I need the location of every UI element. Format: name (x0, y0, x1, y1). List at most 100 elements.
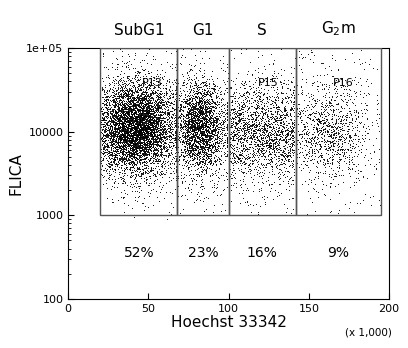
Point (299, 150, 306, 155)
Point (145, 101, 151, 106)
Point (101, 135, 108, 141)
Point (247, 83, 253, 88)
Point (290, 129, 297, 135)
Point (116, 126, 122, 132)
Point (136, 112, 143, 118)
Point (223, 132, 230, 137)
Point (235, 154, 241, 160)
Point (197, 144, 203, 150)
Point (213, 161, 220, 166)
Point (182, 122, 188, 127)
Point (126, 121, 133, 126)
Point (193, 142, 200, 148)
Point (172, 106, 178, 111)
Point (206, 125, 213, 131)
Point (208, 108, 215, 113)
Point (289, 129, 296, 135)
Point (326, 133, 332, 139)
Point (127, 183, 133, 188)
Point (147, 108, 154, 114)
Point (105, 127, 112, 133)
Point (201, 98, 208, 104)
Point (172, 137, 179, 143)
Point (182, 100, 188, 105)
Point (122, 114, 128, 120)
Point (189, 136, 195, 142)
Point (122, 137, 129, 142)
Point (145, 91, 151, 96)
Point (338, 156, 344, 162)
Point (126, 166, 133, 172)
Point (173, 149, 179, 155)
Point (137, 137, 143, 143)
Point (277, 120, 284, 126)
Point (215, 105, 222, 110)
Point (317, 158, 323, 163)
Point (219, 145, 225, 151)
Point (314, 117, 320, 122)
Point (220, 121, 226, 127)
Point (271, 171, 277, 176)
Point (138, 124, 145, 130)
Point (199, 109, 206, 115)
Point (119, 128, 125, 134)
Point (201, 185, 208, 190)
Point (115, 103, 122, 109)
Point (293, 160, 299, 165)
Point (202, 131, 208, 136)
Point (133, 116, 139, 122)
Point (174, 136, 181, 142)
Point (117, 140, 123, 146)
Point (206, 125, 213, 130)
Point (277, 181, 284, 187)
Point (174, 125, 181, 130)
Point (134, 118, 140, 124)
Point (129, 139, 135, 144)
Point (195, 165, 202, 170)
Point (257, 140, 264, 145)
Point (117, 138, 124, 143)
Point (188, 102, 195, 108)
Point (259, 169, 266, 175)
Point (186, 142, 192, 147)
Point (144, 98, 151, 104)
Point (216, 156, 223, 162)
Point (142, 170, 148, 175)
Point (125, 92, 131, 98)
Point (148, 148, 155, 154)
Point (248, 118, 255, 124)
Point (115, 89, 122, 95)
Point (199, 126, 205, 132)
Point (125, 118, 132, 124)
Point (193, 156, 200, 161)
Point (180, 124, 187, 130)
Point (220, 109, 227, 115)
Point (167, 133, 173, 139)
Point (207, 161, 213, 167)
Point (192, 135, 198, 141)
Point (114, 156, 120, 161)
Point (123, 106, 130, 111)
Point (299, 138, 305, 143)
Point (196, 126, 203, 132)
Point (186, 68, 193, 73)
Point (197, 110, 204, 116)
Point (249, 158, 255, 164)
Point (200, 144, 206, 149)
Point (122, 120, 129, 126)
Point (144, 93, 151, 99)
Point (173, 118, 179, 123)
Point (183, 139, 189, 144)
Point (192, 152, 198, 158)
Point (255, 167, 262, 173)
Point (282, 96, 288, 101)
Point (166, 171, 173, 176)
Point (202, 82, 208, 88)
Point (156, 183, 162, 189)
Point (126, 157, 133, 163)
Point (198, 104, 205, 110)
Point (207, 145, 214, 150)
Point (267, 161, 273, 166)
Point (136, 137, 143, 143)
Point (266, 148, 273, 153)
